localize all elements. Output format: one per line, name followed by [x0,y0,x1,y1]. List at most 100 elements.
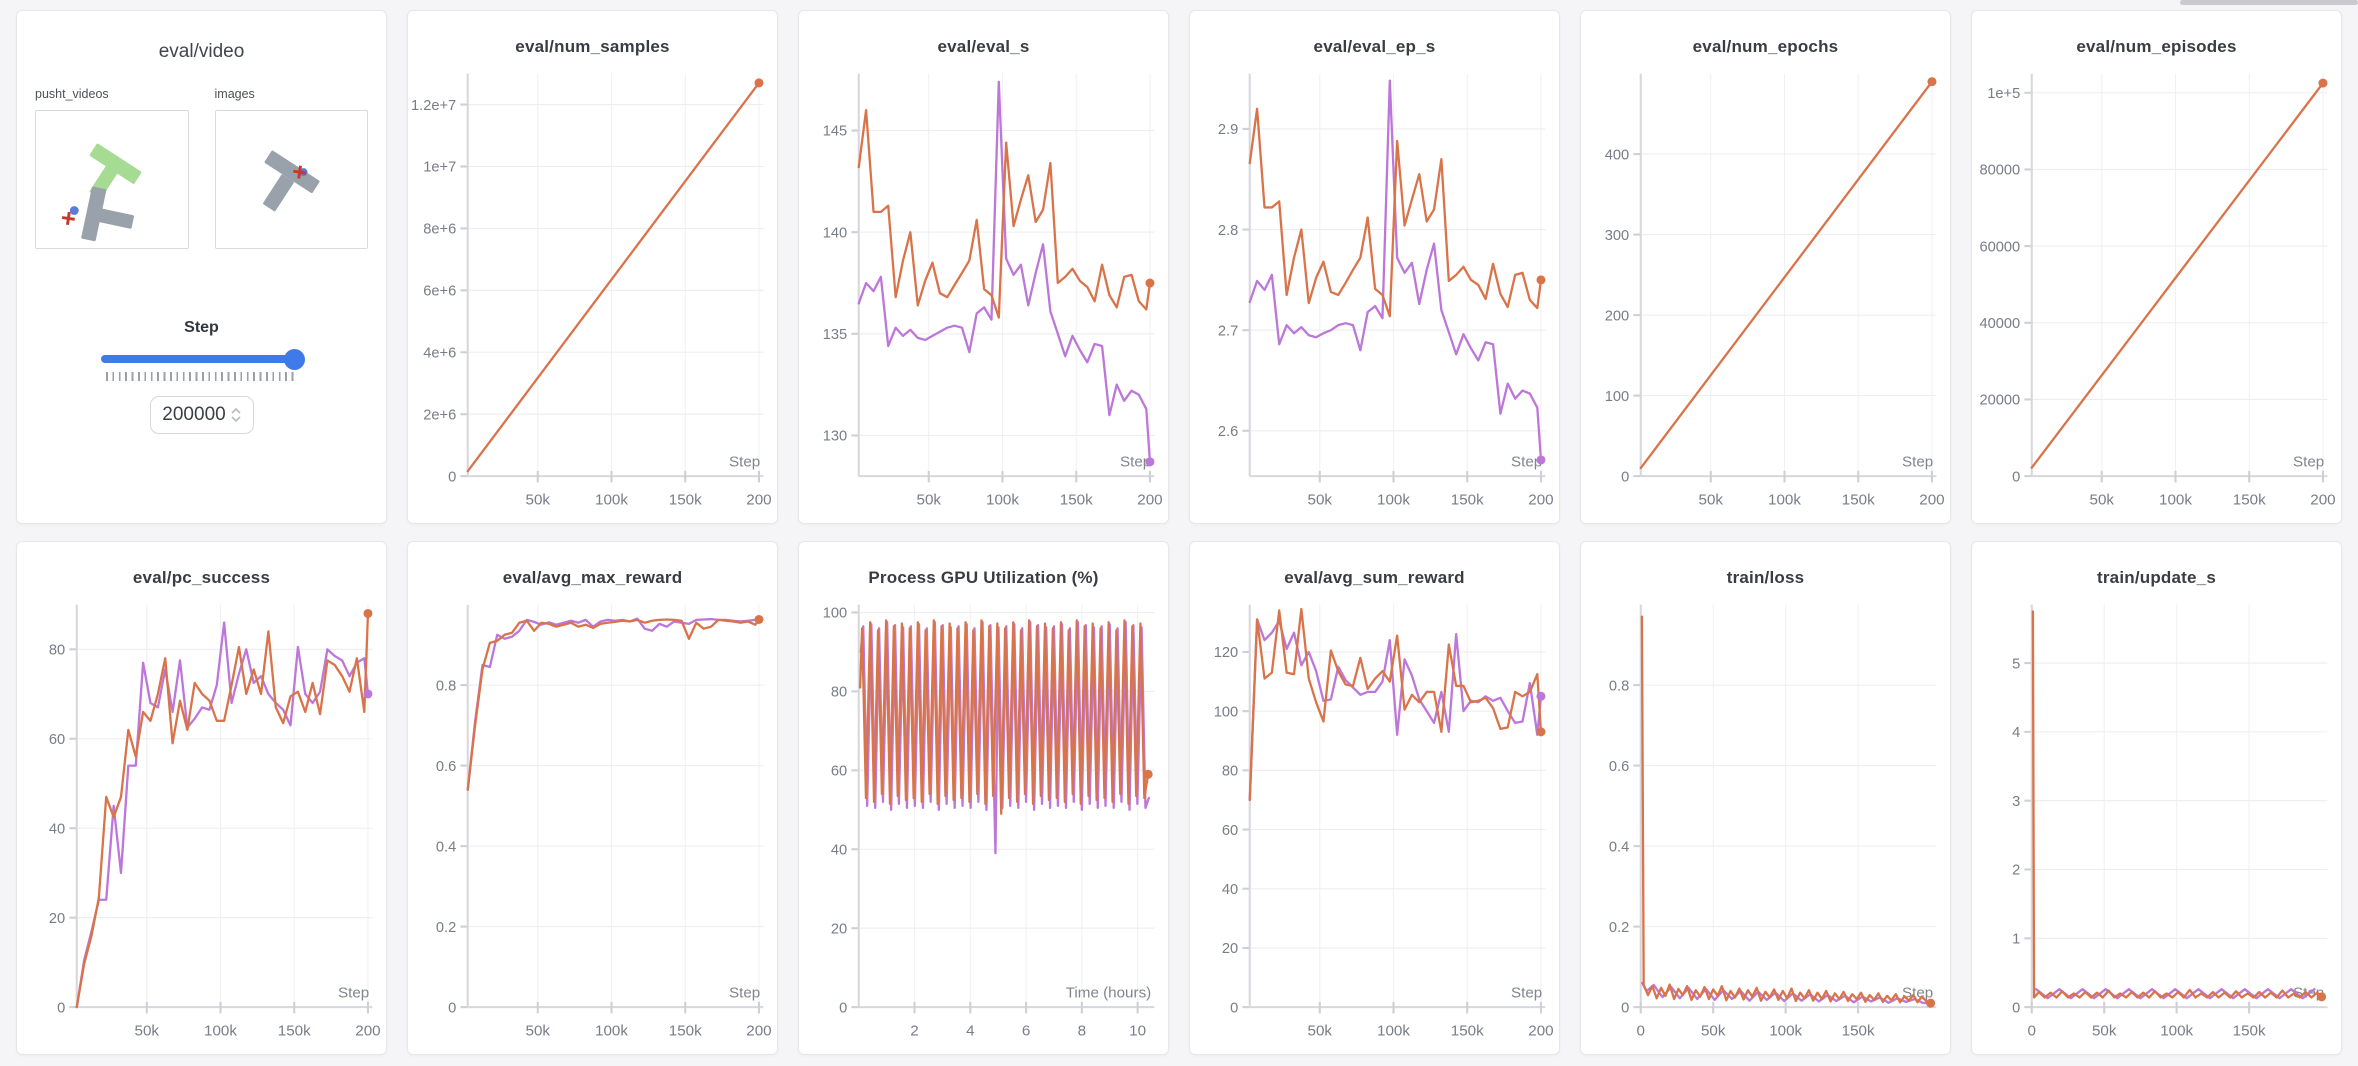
y-tick-label: 60000 [1979,239,2020,255]
panel-eval-num-epochs: eval/num_epochs 0 100 200 300 400 50k 100k 150k… [1580,10,1951,524]
y-tick-label: 0.8 [436,678,456,694]
series-end-dot-orange-run [754,614,764,624]
y-tick-label: 2.6 [1218,424,1238,440]
panel-eval-avg-max-reward: eval/avg_max_reward 0 0.2 0.4 0.6 0.8 50k 100k… [407,541,778,1055]
y-tick-label: 6e+6 [423,284,456,300]
series-end-dot-orange-run [1143,769,1153,779]
series-line-orange-run [1640,615,1932,1005]
x-tick-label: 200 [1919,491,1944,508]
y-tick-label: 20 [1222,941,1238,957]
chart-canvas-eval-eval-ep-s[interactable]: 2.6 2.7 2.8 2.9 50k 100k 150k 200 Step [1190,61,1559,524]
y-tick-label: 5 [2012,656,2020,672]
y-tick-label: 1 [2012,932,2020,948]
y-tick-label: 140 [823,225,847,241]
step-value[interactable]: 200000 [162,404,226,425]
series-end-dot-orange-run [363,608,373,618]
series-line-purple-run [466,617,761,791]
series-line-purple-run [1248,79,1543,462]
series-line-orange-run [1248,107,1543,318]
x-tick-label: 150k [278,1022,311,1039]
y-tick-label: 0.6 [436,759,456,775]
y-tick-label: 2.8 [1218,223,1238,239]
panel-title: eval/video [158,41,245,62]
y-tick-label: 40 [49,821,65,837]
step-number-input[interactable]: 200000 [149,396,254,434]
y-tick-label: 80 [1222,764,1238,780]
video-thumbnail-pusht[interactable] [35,110,189,249]
x-tick-label: 200 [2310,491,2335,508]
series-end-dot-purple-run [1536,691,1546,701]
step-slider[interactable] [100,349,305,370]
x-axis-label: Step [1902,985,1933,1002]
x-tick-label: 150k [1842,1022,1875,1039]
chart-canvas-train-loss[interactable]: 0 0.2 0.4 0.6 0.8 0 50k 100k 150k Step [1581,592,1950,1055]
chart-canvas-eval-avg-max-reward[interactable]: 0 0.2 0.4 0.6 0.8 50k 100k 150k 200 Step [408,592,777,1055]
slider-thumb[interactable] [283,349,305,370]
y-tick-label: 400 [1605,147,1629,163]
y-tick-label: 130 [823,429,847,445]
chart-canvas-process-gpu-utilization[interactable]: 0 20 40 60 80 100 2 4 6 8 10 Time (hours) [799,592,1168,1055]
y-tick-label: 0 [839,1000,847,1016]
y-tick-label: 1.2e+7 [411,98,456,114]
y-tick-label: 145 [823,124,847,140]
x-tick-label: 50k [135,1022,160,1039]
series-line-orange-run [1639,80,1934,470]
y-tick-label: 1e+5 [1987,86,2020,102]
panel-eval-num-episodes: eval/num_episodes 0 20000 40000 60000 80000 1… [1971,10,2342,524]
series-line-orange-run [466,81,761,473]
chart-title: eval/pc_success [132,568,271,587]
y-tick-label: 0 [1621,469,1629,485]
y-tick-label: 100 [1605,389,1629,405]
series-end-dot-purple-run [363,689,373,699]
y-tick-label: 100 [823,606,847,622]
series-line-orange-run [2030,81,2325,469]
scrollbar-fragment[interactable] [2180,0,2358,5]
x-tick-label: 50k [1308,1022,1333,1039]
x-tick-label: 200 [1528,1022,1553,1039]
y-tick-label: 2e+6 [423,407,456,423]
series-end-dot-orange-run [1926,998,1936,1008]
chart-title: eval/eval_s [937,37,1030,56]
chart-canvas-eval-num-epochs[interactable]: 0 100 200 300 400 50k 100k 150k 200 Step [1581,61,1950,524]
y-tick-label: 0 [57,1000,65,1016]
x-tick-label: 100k [204,1022,237,1039]
series-end-dot-orange-run [754,78,764,88]
y-tick-label: 60 [831,764,847,780]
slider-track[interactable] [100,355,303,363]
media-pusht-videos: pusht_videos [35,87,189,249]
y-tick-label: 2 [2012,863,2020,879]
chart-canvas-eval-num-samples[interactable]: 0 2e+6 4e+6 6e+6 8e+6 1e+7 1.2e+7 50k 100k 150k 20… [408,61,777,524]
x-axis-label: Step [2293,454,2324,471]
x-tick-label: 150k [1842,491,1875,508]
x-axis-label: Step [729,454,760,471]
red-cross-target [61,211,75,225]
chart-canvas-eval-num-episodes[interactable]: 0 20000 40000 60000 80000 1e+5 50k 100k 150k 200 S… [1972,61,2341,524]
stepper-down-icon[interactable] [231,416,241,422]
y-tick-label: 4 [2012,725,2020,741]
chart-canvas-eval-eval-s[interactable]: 130 135 140 145 50k 100k 150k 200 Step [799,61,1168,524]
media-label: images [214,87,255,101]
x-tick-label: 2 [910,1022,918,1039]
stepper-arrows[interactable] [231,408,241,422]
chart-canvas-eval-avg-sum-reward[interactable]: 0 20 40 60 80 100 120 50k 100k 150k 200 Step [1190,592,1559,1055]
chart-title: eval/avg_max_reward [502,568,683,587]
y-tick-label: 40 [831,843,847,859]
x-tick-label: 150k [2233,491,2266,508]
series-line-purple-run [857,80,1152,464]
chart-canvas-eval-pc-success[interactable]: 0 20 40 60 80 50k 100k 150k 200 Step [17,592,386,1055]
y-tick-label: 0.4 [436,839,456,855]
x-tick-label: 100k [1769,1022,1802,1039]
green-t-block [89,143,142,199]
y-tick-label: 80000 [1979,163,2020,179]
panel-eval-video: eval/video pusht_videos [16,10,387,524]
y-tick-label: 120 [1214,645,1238,661]
x-tick-label: 100k [1768,491,1801,508]
chart-title: eval/num_samples [515,37,670,56]
stepper-up-icon[interactable] [231,408,241,414]
y-tick-label: 0.6 [1609,759,1629,775]
media-label: pusht_videos [35,87,109,101]
y-tick-label: 40 [1222,882,1238,898]
image-thumbnail[interactable] [214,110,368,249]
